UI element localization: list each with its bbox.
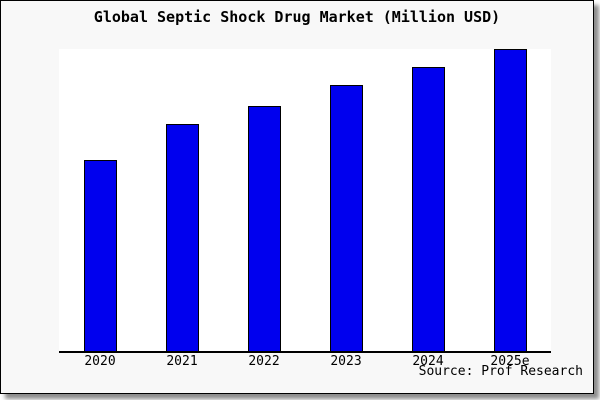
bar-slot (469, 49, 551, 351)
bar-slot (141, 49, 223, 351)
x-tick-2023: 2023 (330, 354, 362, 369)
chart-card: Global Septic Shock Drug Market (Million… (0, 0, 594, 394)
x-tick-2022: 2022 (248, 354, 280, 369)
bar-2020 (83, 160, 117, 351)
x-tick-2024: 2024 (412, 354, 444, 369)
plot-area (59, 49, 551, 353)
bar-slot (223, 49, 305, 351)
source-text: Source: Prof Research (418, 364, 583, 379)
bar-2023 (329, 85, 363, 351)
bar-2024 (411, 67, 445, 351)
bar-2021 (165, 124, 199, 351)
bar-slot (59, 49, 141, 351)
chart-title: Global Septic Shock Drug Market (Million… (93, 8, 501, 26)
x-tick-2020: 2020 (84, 354, 116, 369)
bar-2022 (247, 106, 281, 351)
bar-slot (305, 49, 387, 351)
bar-slot (387, 49, 469, 351)
x-axis-tick-labels: 2020 2021 2022 2023 2024 2025e (59, 354, 551, 369)
x-tick-2021: 2021 (166, 354, 198, 369)
bars-container (59, 49, 551, 351)
bar-2025e (493, 49, 527, 351)
x-tick-2025e: 2025e (490, 354, 530, 369)
